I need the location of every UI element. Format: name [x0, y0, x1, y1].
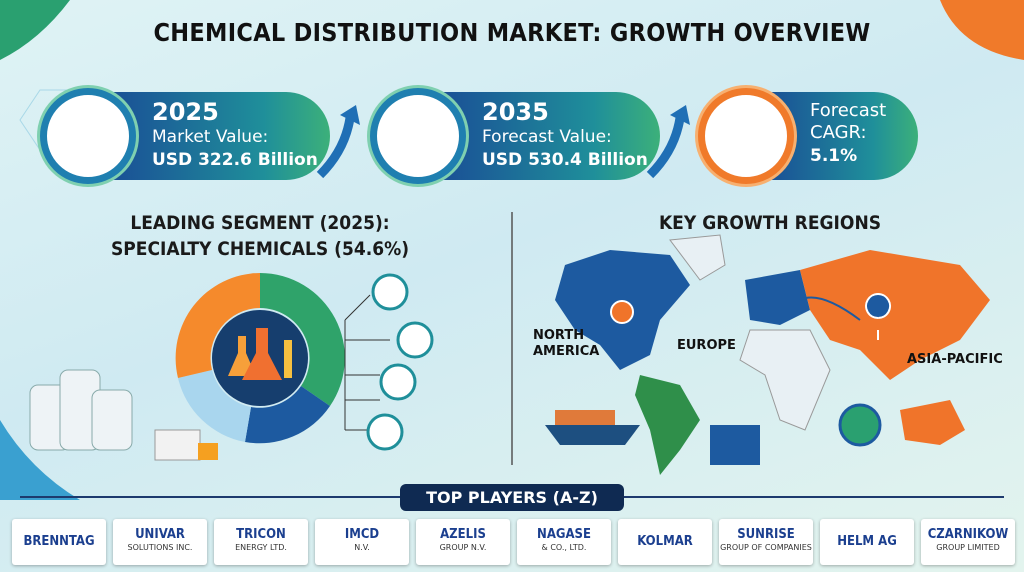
truck	[198, 443, 218, 460]
stat-value: USD 530.4 Billion	[482, 150, 648, 170]
corner-shape	[940, 0, 1024, 60]
stat-pill: 2025 Market Value: USD 322.6 Billion	[110, 92, 330, 180]
player-name: TRICON	[236, 527, 286, 542]
arrow	[670, 105, 690, 125]
arrow	[316, 117, 355, 179]
globe	[838, 403, 882, 447]
player-logo: HELM AG	[820, 519, 914, 565]
stat-pill: 2035 Forecast Value: USD 530.4 Billion	[440, 92, 660, 180]
title: CHEMICAL DISTRIBUTION MARKET: GROWTH OVE…	[153, 18, 871, 47]
player-subtitle: GROUP LIMITED	[936, 543, 1000, 552]
player-logo: CZARNIKOW GROUP LIMITED	[921, 519, 1015, 565]
ship-cargo	[555, 410, 615, 425]
stat-label: Forecast CAGR:	[810, 100, 887, 143]
truck	[710, 425, 760, 465]
player-logo: IMCD N.V.	[315, 519, 409, 565]
stat-label: Market Value:	[152, 127, 269, 147]
player-logo: KOLMAR	[618, 519, 712, 565]
stat-card: Forecast CAGR: 5.1%	[698, 88, 918, 184]
player-name: AZELIS	[440, 527, 486, 542]
truck	[154, 429, 201, 461]
region-label: EUROPE	[677, 338, 736, 353]
player-subtitle: SOLUTIONS INC.	[127, 543, 193, 552]
player-name: HELM AG	[837, 534, 897, 549]
stat-icon	[370, 88, 466, 184]
stat-value: 5.1%	[810, 146, 858, 166]
ship	[545, 425, 640, 445]
stat-icon	[698, 88, 794, 184]
player-subtitle: & CO., LTD.	[541, 543, 587, 552]
stat-card: 2035 Forecast Value: USD 530.4 Billion	[370, 88, 670, 184]
stat-year: 2025	[152, 98, 219, 126]
region-label: ASIA-PACIFIC	[907, 352, 1003, 367]
player-name: NAGASE	[537, 527, 591, 542]
hex-line	[19, 89, 80, 151]
player-logo: UNIVAR SOLUTIONS INC.	[113, 519, 207, 565]
world-map	[555, 234, 990, 475]
band-label-bg	[400, 484, 624, 511]
region-label: NORTH AMERICA	[533, 328, 600, 359]
player-logo: SUNRISE GROUP OF COMPANIES	[719, 519, 813, 565]
stat-value: USD 322.6 Billion	[152, 150, 318, 170]
player-name: BRENNTAG	[23, 534, 95, 549]
stat-card: 2025 Market Value: USD 322.6 Billion	[40, 88, 340, 184]
player-subtitle: N.V.	[354, 543, 370, 552]
player-subtitle: GROUP N.V.	[439, 543, 487, 552]
segment-name: SPECIALTY CHEMICALS (54.6%)	[110, 238, 410, 260]
player-name: UNIVAR	[135, 527, 185, 542]
donut	[175, 273, 345, 444]
player-logo: BRENNTAG	[12, 519, 106, 565]
connector	[344, 294, 390, 431]
arrow	[340, 105, 360, 125]
stat-year: 2035	[482, 98, 549, 126]
player-name: SUNRISE	[737, 527, 795, 542]
stat-label: Forecast Value:	[482, 127, 612, 147]
player-name: CZARNIKOW	[927, 527, 1009, 542]
segment-icons	[366, 273, 434, 451]
player-logo: TRICON ENERGY LTD.	[214, 519, 308, 565]
corner-shape	[0, 0, 70, 60]
regions-title: KEY GROWTH REGIONS	[658, 212, 882, 234]
player-logo: AZELIS GROUP N.V.	[416, 519, 510, 565]
player-subtitle: ENERGY LTD.	[235, 543, 287, 552]
stat-icon	[40, 88, 136, 184]
players-title: TOP PLAYERS (A-Z)	[426, 488, 598, 507]
tanks	[29, 369, 133, 451]
player-name: IMCD	[344, 527, 380, 542]
player-subtitle: GROUP OF COMPANIES	[720, 543, 812, 552]
segment-heading: LEADING SEGMENT (2025):	[130, 212, 390, 234]
corner-shape	[0, 420, 80, 500]
player-logo: NAGASE & CO., LTD.	[517, 519, 611, 565]
player-name: KOLMAR	[637, 534, 693, 549]
arrow	[646, 117, 685, 179]
